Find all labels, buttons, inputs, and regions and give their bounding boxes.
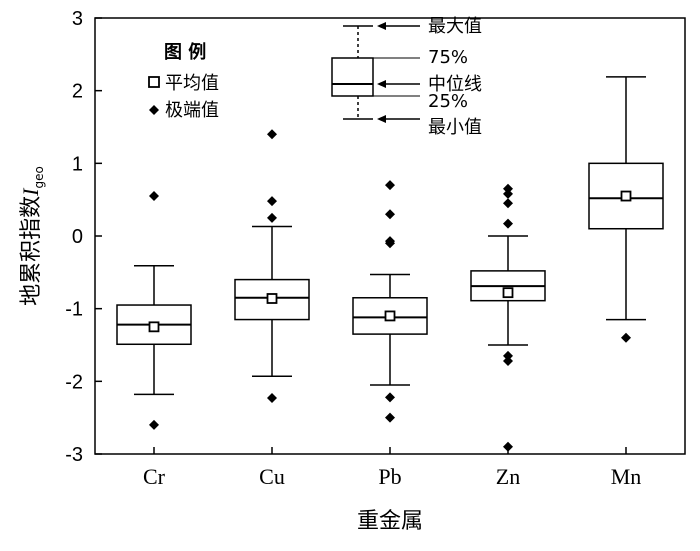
mean-marker bbox=[502, 287, 514, 299]
y-tick-label: 1 bbox=[72, 153, 83, 175]
outlier-point bbox=[385, 238, 395, 249]
key-arrow-min-head bbox=[377, 115, 386, 123]
y-tick-label: -3 bbox=[65, 444, 83, 466]
y-axis: 3 2 1 0 -1 -2 -3 bbox=[65, 8, 102, 466]
x-axis-labels: Cr Cu Pb Zn Mn bbox=[143, 447, 641, 489]
box-mn bbox=[588, 76, 664, 343]
outlier-point bbox=[267, 129, 277, 140]
y-axis-title-subscript: geo bbox=[32, 166, 46, 188]
legend-outlier-icon bbox=[149, 105, 159, 115]
y-axis-title: 地累积指数Igeo bbox=[18, 166, 46, 306]
key-label-max: 最大值 bbox=[428, 16, 482, 37]
outlier-point bbox=[385, 412, 395, 423]
key-label-median: 中位线 bbox=[428, 74, 482, 95]
mean-marker bbox=[384, 310, 396, 322]
outlier-point bbox=[621, 332, 631, 343]
outlier-point bbox=[503, 350, 513, 361]
mean-marker bbox=[148, 321, 160, 333]
y-tick-label: -1 bbox=[65, 299, 83, 321]
outlier-point bbox=[267, 393, 277, 404]
outlier-point bbox=[149, 191, 159, 202]
x-tick-label: Cu bbox=[259, 464, 285, 489]
outlier-point bbox=[149, 419, 159, 430]
x-axis-title: 重金属 bbox=[357, 509, 423, 534]
legend-mean-icon bbox=[148, 76, 160, 88]
outlier-point bbox=[385, 209, 395, 220]
y-tick-label: 2 bbox=[72, 81, 83, 103]
x-tick-label: Cr bbox=[143, 464, 166, 489]
outlier-point bbox=[267, 212, 277, 223]
outlier-point bbox=[267, 196, 277, 207]
legend: 图 例 平均值 极端值 bbox=[148, 41, 219, 121]
outlier-point bbox=[385, 392, 395, 403]
key-arrow-max-head bbox=[377, 22, 386, 30]
x-tick-label: Zn bbox=[496, 464, 520, 489]
outlier-point bbox=[385, 180, 395, 191]
key-box bbox=[331, 57, 374, 97]
outlier-point bbox=[503, 198, 513, 209]
iqr-box bbox=[352, 297, 428, 335]
iqr-box bbox=[234, 278, 310, 321]
legend-mean-label: 平均值 bbox=[165, 73, 219, 94]
legend-outlier-label: 极端值 bbox=[165, 100, 219, 121]
key-label-q3: 75% bbox=[428, 47, 468, 68]
outlier-point bbox=[503, 218, 513, 229]
box-zn bbox=[470, 183, 546, 452]
box-series bbox=[116, 76, 664, 452]
mean-marker bbox=[620, 190, 632, 202]
box-cr bbox=[116, 191, 192, 430]
x-tick-label: Mn bbox=[611, 464, 642, 489]
outlier-point bbox=[503, 355, 513, 366]
y-tick-label: 3 bbox=[72, 8, 83, 30]
legend-title: 图 例 bbox=[164, 41, 206, 63]
box-pb bbox=[352, 180, 428, 423]
key-arrow-median-head bbox=[377, 80, 386, 88]
y-axis-title-symbol: I bbox=[18, 187, 43, 197]
y-axis-title-main: 地累积指数 bbox=[19, 196, 44, 306]
iqr-box bbox=[588, 162, 664, 230]
x-tick-label: Pb bbox=[378, 464, 401, 489]
key-label-q1: 25% bbox=[428, 91, 468, 112]
y-tick-label: -2 bbox=[65, 371, 83, 393]
key-label-min: 最小值 bbox=[428, 117, 482, 138]
mean-marker bbox=[266, 293, 278, 304]
y-tick-label: 0 bbox=[72, 226, 83, 248]
outlier-point bbox=[503, 183, 513, 194]
box-cu bbox=[234, 129, 310, 404]
outlier-point bbox=[503, 441, 513, 452]
outlier-point bbox=[503, 188, 513, 199]
box-key bbox=[331, 22, 420, 123]
